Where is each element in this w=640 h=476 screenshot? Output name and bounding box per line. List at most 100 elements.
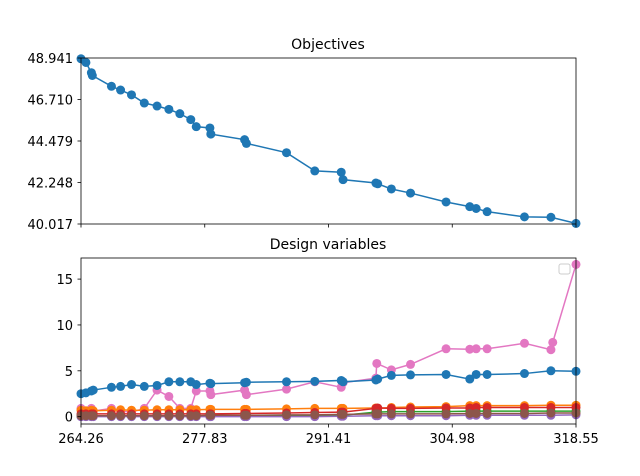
x-tick: 277.83 bbox=[182, 424, 228, 447]
data-point bbox=[373, 374, 383, 384]
x-tick: 291.41 bbox=[306, 424, 351, 447]
data-point bbox=[127, 380, 137, 390]
y-tick: 40.017 bbox=[28, 218, 81, 233]
data-point bbox=[386, 409, 396, 419]
y-tick-label: 40.017 bbox=[28, 218, 74, 233]
x-tick: 264.26 bbox=[58, 424, 104, 447]
data-point bbox=[338, 175, 348, 185]
data-point bbox=[81, 57, 91, 67]
data-point bbox=[88, 411, 98, 421]
data-point bbox=[106, 81, 116, 91]
data-point bbox=[471, 369, 481, 379]
data-point bbox=[191, 411, 201, 421]
data-point bbox=[206, 129, 216, 139]
data-point bbox=[139, 98, 149, 108]
data-point bbox=[519, 212, 529, 222]
data-point bbox=[127, 90, 137, 100]
data-point bbox=[310, 166, 320, 176]
data-point bbox=[152, 101, 162, 111]
data-point bbox=[127, 411, 137, 421]
data-point bbox=[152, 411, 162, 421]
data-point bbox=[386, 370, 396, 380]
data-point bbox=[191, 122, 201, 132]
data-point bbox=[116, 411, 126, 421]
data-point bbox=[519, 369, 529, 379]
data-point bbox=[164, 391, 174, 401]
x-tick-label: 264.26 bbox=[58, 432, 104, 447]
data-point bbox=[191, 386, 201, 396]
data-point bbox=[191, 380, 201, 390]
data-point bbox=[206, 390, 216, 400]
data-point bbox=[482, 408, 492, 418]
objectives-subplot: Objectives 48.941 46.710 44.479 42.248 bbox=[28, 37, 581, 233]
data-point bbox=[241, 138, 251, 148]
y-tick: 42.248 bbox=[28, 177, 81, 192]
data-point bbox=[465, 408, 475, 418]
y-tick-label: 10 bbox=[56, 319, 73, 334]
data-point bbox=[406, 359, 416, 369]
data-point bbox=[373, 409, 383, 419]
data-point bbox=[282, 384, 292, 394]
objectives-series-layer bbox=[76, 54, 581, 228]
x-tick-label: 304.98 bbox=[430, 432, 476, 447]
data-point bbox=[406, 409, 416, 419]
data-point bbox=[206, 410, 216, 420]
y-tick: 5 bbox=[65, 365, 81, 380]
data-point bbox=[164, 377, 174, 387]
data-point bbox=[441, 409, 451, 419]
y-tick: 46.710 bbox=[28, 94, 81, 109]
data-point bbox=[116, 381, 126, 391]
data-point bbox=[373, 179, 383, 189]
y-tick-label: 44.479 bbox=[28, 135, 74, 150]
y-tick-label: 42.248 bbox=[28, 177, 74, 192]
x-tick-label: 318.55 bbox=[553, 432, 599, 447]
data-point bbox=[465, 344, 475, 354]
data-point bbox=[482, 207, 492, 217]
data-point bbox=[546, 408, 556, 418]
data-point bbox=[372, 358, 382, 368]
series-6 bbox=[76, 408, 581, 421]
data-point bbox=[441, 197, 451, 207]
data-point bbox=[175, 109, 185, 119]
data-point bbox=[116, 85, 126, 95]
data-point bbox=[139, 381, 149, 391]
data-point bbox=[406, 370, 416, 380]
data-point bbox=[206, 379, 216, 389]
legend-box bbox=[558, 263, 571, 275]
data-point bbox=[282, 410, 292, 420]
data-point bbox=[310, 410, 320, 420]
data-point bbox=[338, 409, 348, 419]
data-point bbox=[310, 376, 320, 386]
data-point bbox=[471, 344, 481, 354]
y-tick-label: 0 bbox=[65, 411, 73, 426]
y-tick-label: 5 bbox=[65, 365, 73, 380]
x-tick: 304.98 bbox=[430, 424, 476, 447]
data-point bbox=[139, 411, 149, 421]
data-point bbox=[519, 408, 529, 418]
objectives-title: Objectives bbox=[291, 37, 365, 53]
y-tick: 15 bbox=[56, 273, 81, 288]
data-point bbox=[441, 344, 451, 354]
data-point bbox=[546, 366, 556, 376]
data-point bbox=[241, 410, 251, 420]
y-tick: 48.941 bbox=[28, 52, 81, 67]
design-variables-subplot: Design variables 0 5 10 15 264.26 277.83 29… bbox=[56, 237, 598, 447]
design-variables-title: Design variables bbox=[270, 237, 387, 253]
y-tick-label: 46.710 bbox=[28, 94, 74, 109]
data-point bbox=[482, 344, 492, 354]
y-tick-label: 48.941 bbox=[28, 52, 74, 67]
data-point bbox=[87, 71, 97, 80]
series-1 bbox=[76, 366, 581, 399]
data-point bbox=[186, 115, 196, 125]
data-point bbox=[406, 188, 416, 198]
data-point bbox=[386, 184, 396, 194]
data-point bbox=[164, 411, 174, 421]
data-point bbox=[548, 337, 558, 347]
data-point bbox=[106, 411, 116, 421]
data-point bbox=[482, 369, 492, 379]
data-point bbox=[465, 374, 475, 384]
objectives-y-axis: 48.941 46.710 44.479 42.248 40.017 bbox=[28, 52, 81, 233]
data-point bbox=[471, 204, 481, 213]
